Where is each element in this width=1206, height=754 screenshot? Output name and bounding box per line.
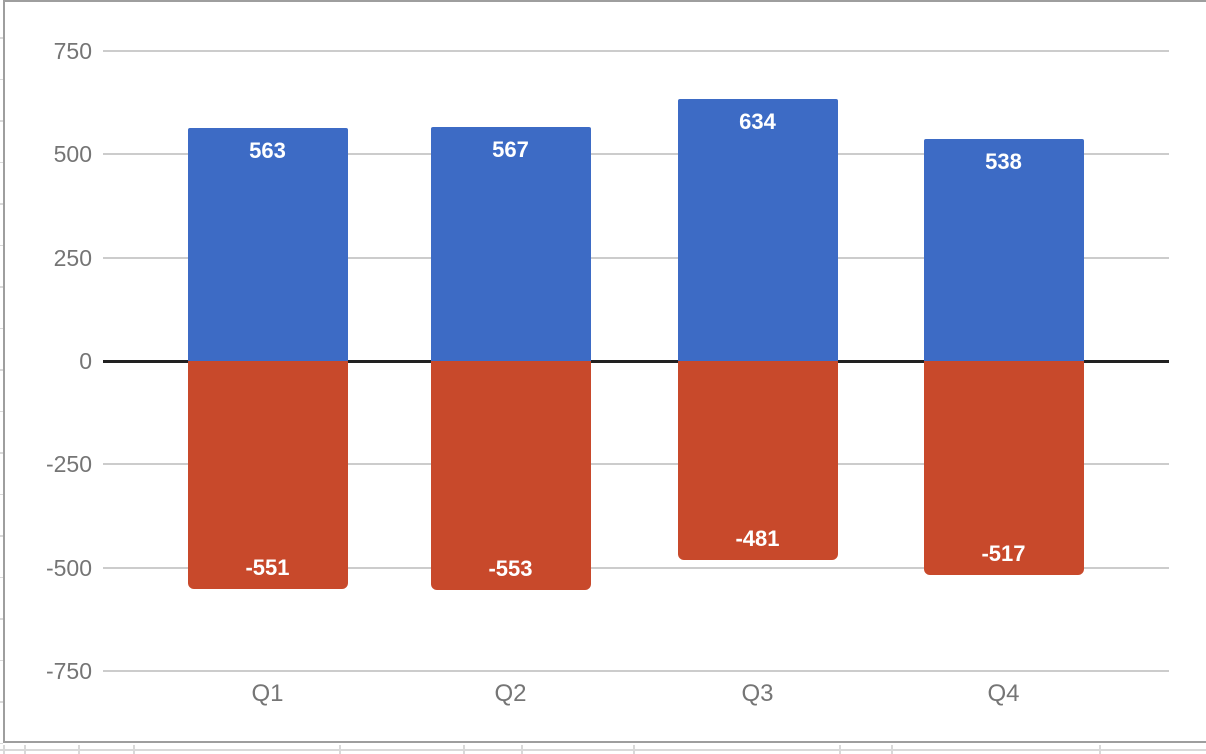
spreadsheet-row-gridline <box>0 37 3 39</box>
bar-q1-negative[interactable] <box>187 361 348 589</box>
x-axis-category-label: Q1 <box>251 680 284 707</box>
spreadsheet-row-gridline <box>0 203 3 205</box>
bar-value-label: 634 <box>739 108 776 134</box>
bar-value-label: -517 <box>981 540 1026 566</box>
y-axis-tick-label: -500 <box>45 554 92 581</box>
spreadsheet-row-gridline <box>0 161 3 163</box>
y-axis-tick-label: 250 <box>53 244 92 271</box>
spreadsheet-row-gridline <box>0 369 3 371</box>
spreadsheet-column-gridline <box>24 745 26 754</box>
y-axis-tick-label: 0 <box>79 348 92 374</box>
spreadsheet-column-gridline <box>133 745 135 754</box>
spreadsheet-row-gridline <box>0 535 3 537</box>
spreadsheet-column-gridline <box>521 745 523 754</box>
y-gridline <box>103 50 1169 52</box>
spreadsheet-row-gridline <box>0 659 3 661</box>
bar-q3-positive[interactable] <box>677 98 838 361</box>
spreadsheet-column-gridline <box>463 745 465 754</box>
spreadsheet-column-gridline <box>891 745 893 754</box>
y-gridline <box>103 153 1169 156</box>
spreadsheet-row-gridline <box>0 120 3 122</box>
spreadsheet-column-gridline <box>3 745 5 754</box>
y-gridline <box>103 670 1169 672</box>
spreadsheet-row-gridline <box>0 286 3 288</box>
bar-value-label: -551 <box>245 554 290 580</box>
spreadsheet-column-gridline <box>339 745 341 754</box>
spreadsheet-row-gridline <box>0 701 3 703</box>
spreadsheet-column-gridline <box>1099 745 1101 754</box>
spreadsheet-row-gridline <box>0 244 3 246</box>
spreadsheet-column-gridline <box>633 745 635 754</box>
y-axis-tick-label: -250 <box>45 451 92 478</box>
bar-q2-negative[interactable] <box>430 361 591 590</box>
bar-value-label: 563 <box>249 138 286 164</box>
spreadsheet-row-gridline <box>0 742 3 744</box>
bar-q4-negative[interactable] <box>923 361 1084 575</box>
y-axis-tick-label: -750 <box>45 658 92 684</box>
spreadsheet-column-gridline <box>78 745 80 754</box>
spreadsheet-column-gridline <box>839 745 841 754</box>
zero-axis-line <box>103 359 1169 363</box>
x-axis-category-label: Q4 <box>987 680 1020 707</box>
bar-value-label: 538 <box>985 148 1022 174</box>
bar-value-label: 567 <box>492 136 529 162</box>
spreadsheet-row-gridline <box>0 618 3 620</box>
spreadsheet-row-gridline <box>0 576 3 578</box>
y-axis-tick-label: 500 <box>53 141 92 168</box>
spreadsheet-row-gridline <box>0 452 3 454</box>
y-axis-tick-label: 750 <box>53 38 92 64</box>
x-axis-category-label: Q2 <box>494 680 527 707</box>
spreadsheet-row-gridline <box>0 749 1206 751</box>
bar-value-label: -481 <box>735 525 780 551</box>
y-gridline <box>103 566 1169 569</box>
bar-q4-positive[interactable] <box>923 138 1084 361</box>
bar-q1-positive[interactable] <box>187 128 348 361</box>
y-gridline <box>103 463 1169 466</box>
y-gridline <box>103 256 1169 259</box>
bar-value-label: -553 <box>488 555 533 581</box>
bar-q2-positive[interactable] <box>430 126 591 361</box>
x-axis-category-label: Q3 <box>741 680 774 707</box>
spreadsheet-row-gridline <box>0 410 3 412</box>
spreadsheet-row-gridline <box>0 78 3 80</box>
spreadsheet-row-gridline <box>0 493 3 495</box>
spreadsheet-row-gridline <box>0 327 3 329</box>
bar-q3-negative[interactable] <box>677 361 838 560</box>
